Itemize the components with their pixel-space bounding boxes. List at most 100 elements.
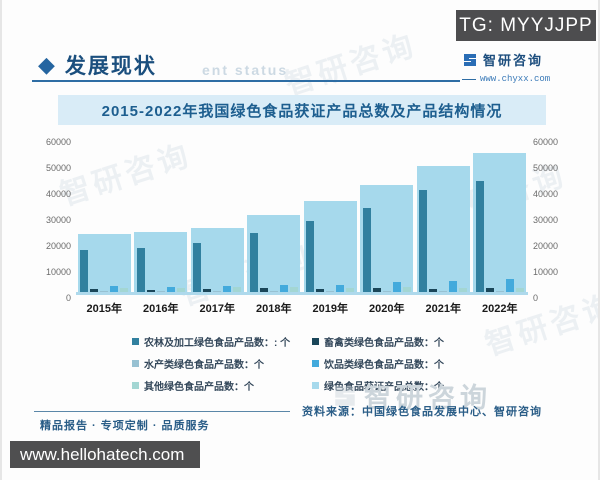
brand-block: 智研咨询 www.chyxx.com — [462, 50, 562, 84]
y-tick-label: 10000 — [533, 267, 559, 277]
zhiyan-logo-icon — [464, 53, 476, 66]
y-axis-left: 0 10000 20000 30000 40000 50000 60000 — [42, 137, 76, 303]
x-axis-label: 2022年 — [482, 303, 518, 315]
y-tick-label: 60000 — [533, 137, 559, 147]
series-bar — [419, 190, 428, 292]
series-bar — [495, 290, 504, 292]
zhiyan-logo-watermark-icon — [335, 385, 355, 406]
series-bar — [362, 207, 371, 292]
y-tick-label: 10000 — [45, 267, 71, 277]
legend-item: 畜禽类绿色食品产品数：个 — [312, 334, 472, 349]
y-tick-label: 0 — [65, 293, 71, 303]
y-tick-label: 0 — [533, 293, 539, 303]
y-tick-label: 30000 — [533, 215, 559, 225]
legend-swatch — [132, 338, 139, 345]
bar-group — [133, 142, 190, 292]
y-tick-label: 50000 — [45, 163, 71, 173]
legend-label: 绿色食品获证产品总数：个 — [324, 382, 444, 393]
legend-item: 农林及加工绿色食品产品数：: 个 — [132, 334, 312, 349]
brand-name: 智研咨询 — [483, 53, 544, 68]
series-bar — [100, 290, 109, 292]
legend-item: 水产类绿色食品产品数：个 — [132, 356, 312, 371]
url-text: www.hellohatech.com — [20, 444, 185, 464]
series-bar — [176, 287, 185, 292]
diamond-icon: ◆ — [38, 52, 55, 77]
x-axis-label: 2019年 — [312, 303, 348, 315]
y-tick-label: 20000 — [533, 241, 559, 251]
legend-label: 农林及加工绿色食品产品数：: 个 — [144, 338, 291, 349]
x-axis-label: 2017年 — [199, 303, 235, 315]
legend-swatch — [312, 338, 319, 345]
bar-group — [302, 142, 359, 292]
bar-chart: 0 10000 20000 30000 40000 50000 60000 2015年 201… — [42, 137, 562, 316]
x-axis-label: 2018年 — [256, 303, 292, 315]
brand-site-url: www.chyxx.com — [480, 74, 551, 84]
y-tick-label: 20000 — [45, 241, 71, 251]
x-axis-label: 2016年 — [143, 303, 179, 315]
series-bar — [306, 221, 315, 292]
series-bar — [213, 290, 222, 292]
series-bar — [110, 286, 119, 292]
series-bar — [485, 287, 494, 292]
series-bar — [193, 243, 202, 292]
series-bar — [289, 286, 298, 292]
series-bar — [372, 288, 381, 292]
y-tick-label: 60000 — [45, 137, 71, 147]
series-bar — [429, 288, 438, 292]
series-bar — [326, 290, 335, 292]
series-bar — [203, 288, 212, 292]
y-tick-label: 30000 — [45, 215, 71, 225]
legend-swatch — [312, 360, 319, 367]
y-tick-label: 40000 — [533, 189, 559, 199]
series-bar — [382, 291, 391, 292]
legend-swatch — [132, 382, 139, 389]
bar-group — [415, 142, 472, 292]
series-bar — [316, 288, 325, 292]
series-bar — [346, 287, 355, 292]
footer-tagline: 精品报告 · 专项定制 · 品质服务 — [40, 420, 210, 432]
series-bar — [505, 279, 514, 292]
legend-item: 其他绿色食品产品数：个 — [132, 378, 312, 393]
bar-group — [246, 142, 303, 292]
legend-swatch — [312, 382, 319, 389]
chart-legend: 农林及加工绿色食品产品数：: 个 畜禽类绿色食品产品数：个水产类绿色食品产品数：个… — [132, 334, 472, 393]
series-bar — [233, 287, 242, 292]
legend-item: 绿色食品获证产品总数：个 — [312, 378, 472, 393]
y-axis-right: 0 10000 20000 30000 40000 50000 60000 — [528, 137, 562, 303]
series-bar — [402, 287, 411, 292]
bar-group — [472, 142, 529, 292]
x-axis-label: 2015年 — [86, 303, 122, 315]
x-axis: 2015年 2016年 2017年 2018年 2019年 2020年 2021年 2022年 — [76, 300, 528, 316]
legend-label: 其他绿色食品产品数：个 — [144, 382, 254, 393]
tg-overlay-badge: TG: MYYJJPP — [456, 10, 596, 41]
bar-group — [359, 142, 416, 292]
header-watermark-text: ent status — [202, 62, 289, 78]
series-bar — [136, 248, 145, 292]
series-bar — [166, 286, 175, 292]
series-bar — [90, 289, 99, 292]
footer-watermark: 智研咨询 — [332, 376, 492, 415]
bar-group — [189, 142, 246, 292]
tg-label: TG: MYYJJPP — [459, 14, 593, 36]
y-tick-label: 40000 — [45, 189, 71, 199]
series-bar — [120, 287, 129, 292]
legend-item: 饮品类绿色食品产品数：个 — [312, 356, 472, 371]
series-bar — [223, 286, 232, 292]
series-bar — [249, 233, 258, 292]
data-source: 资料来源：中国绿色食品发展中心、智研咨询 — [302, 406, 542, 418]
x-axis-label: 2021年 — [425, 303, 461, 315]
x-axis-label: 2020年 — [369, 303, 405, 315]
legend-swatch — [132, 360, 139, 367]
plot-area — [76, 142, 528, 295]
page-header: ent status ◆ 发展现状 智研咨询 www.chyxx.com — [32, 48, 572, 84]
series-bar — [392, 282, 401, 292]
legend-label: 畜禽类绿色食品产品数：个 — [324, 338, 444, 349]
series-bar — [515, 288, 524, 292]
legend-label: 饮品类绿色食品产品数：个 — [324, 360, 444, 371]
series-bar — [269, 290, 278, 292]
legend-label: 水产类绿色食品产品数：个 — [144, 360, 264, 371]
series-bar — [259, 288, 268, 292]
series-bar — [146, 289, 155, 292]
url-overlay-bar: www.hellohatech.com — [10, 441, 200, 468]
